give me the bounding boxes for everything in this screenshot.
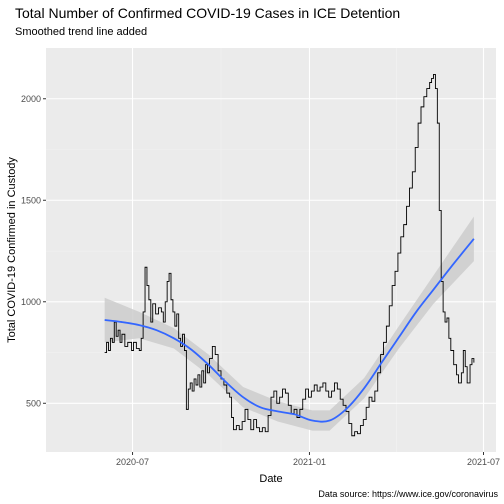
x-axis: 2020-07 2021-01 2021-07 bbox=[116, 452, 500, 467]
x-tick-label: 2021-01 bbox=[293, 457, 326, 467]
trend-layer bbox=[104, 238, 475, 423]
y-tick-label: 2000 bbox=[21, 94, 41, 104]
trend-line bbox=[104, 238, 475, 423]
x-tick-label: 2021-07 bbox=[467, 457, 500, 467]
y-tick-label: 1500 bbox=[21, 195, 41, 205]
y-axis: 500 1000 1500 2000 bbox=[21, 94, 46, 408]
y-tick-label: 500 bbox=[26, 398, 41, 408]
minor-gridlines bbox=[46, 48, 496, 452]
x-tick-label: 2020-07 bbox=[116, 457, 149, 467]
y-tick-label: 1000 bbox=[21, 297, 41, 307]
chart-title: Total Number of Confirmed COVID-19 Cases… bbox=[15, 5, 400, 21]
x-axis-title: Date bbox=[259, 473, 282, 485]
series-layer bbox=[104, 73, 475, 437]
chart-caption: Data source: https://www.ice.gov/coronav… bbox=[318, 489, 498, 499]
cases-line bbox=[104, 73, 475, 437]
chart-subtitle: Smoothed trend line added bbox=[15, 26, 147, 38]
y-axis-title: Total COVID-19 Confirmed in Custody bbox=[6, 157, 18, 343]
plot-panel bbox=[46, 48, 496, 452]
